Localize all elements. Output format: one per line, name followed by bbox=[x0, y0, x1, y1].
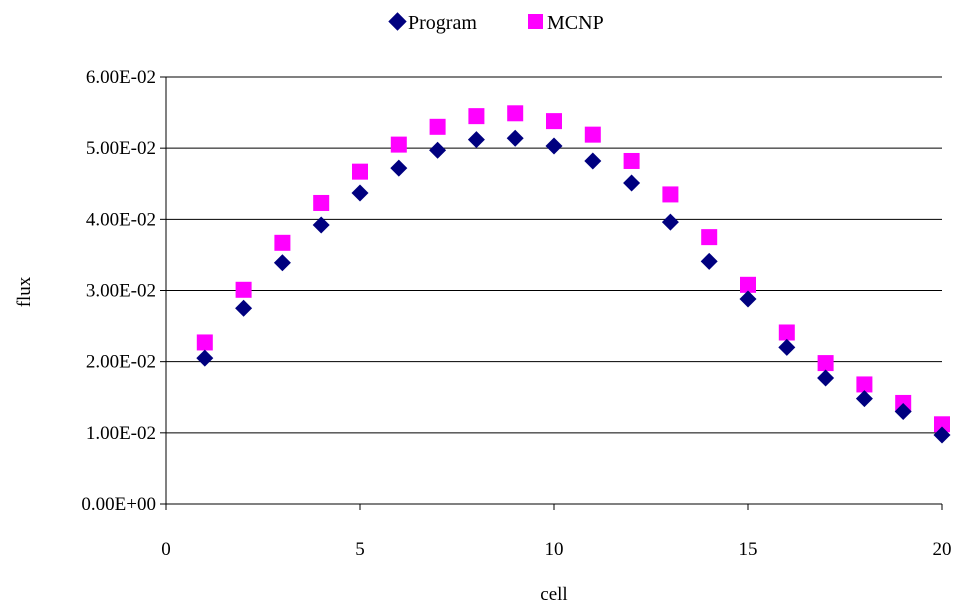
program-point bbox=[196, 349, 214, 367]
x-tick-label: 10 bbox=[545, 539, 564, 560]
mcnp-point bbox=[196, 334, 213, 351]
mcnp-point bbox=[313, 194, 330, 211]
mcnp-point bbox=[778, 324, 795, 341]
program-point bbox=[545, 137, 563, 155]
x-tick-label: 15 bbox=[739, 539, 758, 560]
x-tick-label: 20 bbox=[933, 539, 952, 560]
program-point bbox=[700, 252, 718, 270]
legend-label-program: Program bbox=[408, 12, 477, 34]
legend-label-mcnp: MCNP bbox=[547, 12, 604, 34]
x-tick-label: 0 bbox=[161, 539, 171, 560]
program-point bbox=[429, 141, 447, 159]
program-point bbox=[506, 129, 524, 147]
program-point bbox=[623, 174, 641, 192]
program-point bbox=[855, 390, 873, 408]
mcnp-point bbox=[274, 234, 291, 251]
program-point bbox=[390, 159, 408, 177]
mcnp-point bbox=[740, 276, 756, 293]
mcnp-point bbox=[390, 136, 407, 153]
program-point bbox=[817, 369, 835, 387]
program-point bbox=[584, 152, 602, 170]
program-point bbox=[235, 299, 253, 317]
mcnp-point bbox=[817, 355, 834, 372]
mcnp-point bbox=[934, 416, 950, 433]
y-tick-label: 3.00E-02 bbox=[86, 281, 156, 302]
legend-marker-program bbox=[388, 12, 407, 31]
y-tick-label: 4.00E-02 bbox=[86, 209, 156, 230]
series-program bbox=[196, 129, 951, 444]
program-point bbox=[894, 402, 912, 420]
data-series bbox=[196, 105, 951, 444]
mcnp-point bbox=[856, 376, 873, 393]
mcnp-point bbox=[507, 105, 524, 122]
x-tick-labels: 0 5 10 15 20 bbox=[161, 504, 952, 560]
y-axis-title: flux bbox=[14, 276, 35, 307]
program-point bbox=[467, 131, 485, 149]
program-point bbox=[312, 216, 330, 234]
program-point bbox=[661, 213, 679, 231]
mcnp-point bbox=[584, 126, 601, 143]
y-tick-label: 0.00E+00 bbox=[81, 494, 156, 515]
program-point bbox=[933, 426, 951, 444]
y-tick-labels: 0.00E+00 1.00E-02 2.00E-02 3.00E-02 4.00E-02… bbox=[81, 67, 166, 515]
mcnp-point bbox=[623, 152, 640, 169]
y-tick-label: 5.00E-02 bbox=[86, 138, 156, 159]
y-tick-label: 1.00E-02 bbox=[86, 423, 156, 444]
program-point bbox=[273, 254, 291, 272]
series-mcnp bbox=[196, 105, 950, 433]
mcnp-point bbox=[701, 229, 718, 246]
mcnp-point bbox=[429, 118, 446, 135]
mcnp-point bbox=[662, 186, 679, 203]
program-point bbox=[351, 184, 369, 202]
program-point bbox=[739, 290, 757, 308]
mcnp-point bbox=[895, 394, 912, 411]
x-axis-title: cell bbox=[540, 584, 567, 605]
program-point bbox=[778, 338, 796, 356]
mcnp-point bbox=[235, 281, 252, 298]
mcnp-point bbox=[468, 108, 485, 125]
y-tick-label: 6.00E-02 bbox=[86, 67, 156, 88]
legend: Program MCNP bbox=[388, 12, 604, 34]
mcnp-point bbox=[352, 163, 368, 180]
y-tick-label: 2.00E-02 bbox=[86, 352, 156, 373]
x-tick-label: 5 bbox=[355, 539, 365, 560]
legend-marker-mcnp bbox=[528, 14, 543, 29]
mcnp-point bbox=[546, 113, 562, 130]
